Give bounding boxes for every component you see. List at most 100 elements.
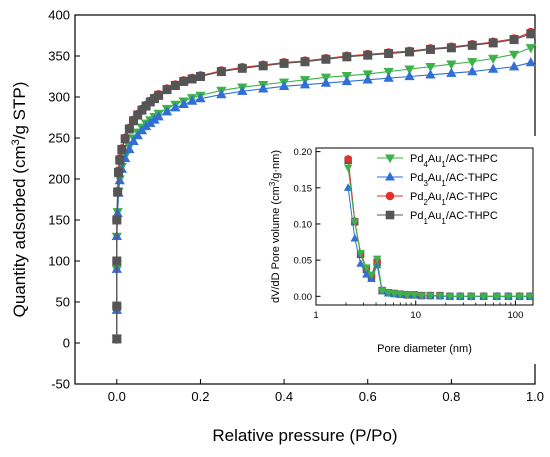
inset-data-point-pd4au1 [417, 292, 427, 301]
inset-y-tick-label: 0.15 [294, 183, 313, 194]
data-point-pd1au1 [300, 57, 310, 67]
legend-label-part: Au [428, 172, 441, 184]
series-pd1au1 [112, 29, 536, 344]
data-point-pd3au1 [488, 63, 499, 73]
inset-series-pd4au1 [343, 164, 533, 301]
data-point-pd1au1 [179, 76, 189, 86]
y-tick-label: 100 [48, 254, 70, 269]
legend-label-pd1au1: Pd1Au1/AC-THPC [410, 210, 498, 226]
x-tick-label: 0.0 [108, 389, 126, 404]
data-point-pd3au1 [132, 130, 143, 140]
legend-label-part: Pd [410, 210, 423, 222]
inset-data-point-pd4au1 [367, 271, 376, 280]
legend-label-part: 1 [441, 217, 446, 226]
data-point-pd4au1 [525, 44, 536, 54]
legend-label-part: Pd [410, 172, 423, 184]
data-point-pd1au1 [120, 134, 130, 144]
data-point-pd4au1 [383, 67, 394, 78]
x-tick-label: 0.8 [442, 389, 460, 404]
data-point-pd1au1 [509, 35, 519, 45]
inset-x-tick-label: 10 [410, 310, 421, 321]
y-axis-title-part: /g STP) [10, 82, 29, 140]
legend-label-part: 1 [423, 217, 428, 226]
inset-x-tick-label: 1 [313, 310, 318, 321]
data-point-pd3au1 [258, 83, 269, 93]
inset-data-point-pd4au1 [515, 293, 524, 301]
inset-plot: 1 10 100 0.00 0.05 0.10 0.15 0.20 Pore diameter … [228, 136, 540, 364]
data-point-pd1au1 [112, 334, 122, 344]
data-point-pd3au1 [216, 89, 227, 99]
legend-label-part: /AC-THPC [446, 191, 498, 203]
data-point-pd4au1 [508, 50, 520, 60]
inset-data-point-pd4au1 [456, 293, 465, 301]
data-point-pd1au1 [187, 74, 197, 84]
data-point-pd1au1 [321, 54, 331, 64]
inset-data-point-pd4au1 [343, 164, 353, 173]
legend-label-pd4au1: Pd4Au1/AC-THPC [410, 153, 498, 169]
inset-data-point-pd4au1 [525, 293, 533, 301]
y-axis-title: Quantity adsorbed (cm3/g STP) [10, 82, 29, 318]
data-point-pd1au1 [216, 67, 226, 77]
data-point-pd1au1 [112, 256, 122, 266]
inset-data-point-pd4au1 [377, 287, 387, 296]
inset-y-axis-title-part: /g·nm) [270, 150, 282, 182]
legend-entry-pd2au1: Pd2Au1/AC-THPC [377, 191, 498, 207]
data-point-pd3au1 [404, 71, 415, 81]
inset-data-point-pd4au1 [383, 289, 393, 298]
data-point-pd3au1 [237, 85, 248, 95]
legend-label-part: 1 [441, 160, 446, 169]
legend-label-part: Pd [410, 153, 423, 165]
data-point-pd3au1 [383, 72, 394, 82]
y-tick-label: 250 [48, 131, 70, 146]
data-point-pd4au1 [467, 58, 478, 68]
legend-label-part: 3 [423, 179, 428, 188]
data-point-pd3au1 [425, 69, 436, 79]
main-plot: 0.0 0.2 0.4 0.6 0.8 1.0 -50 0 50 100 150 200 250 300 3… [10, 8, 544, 446]
inset-y-tick-label: 0.05 [294, 256, 313, 267]
x-axis-title: Relative pressure (P/Po) [212, 426, 397, 445]
inset-data-point-pd4au1 [410, 291, 419, 300]
data-point-pd3au1 [195, 93, 206, 103]
inset-y-tick-label: 0.00 [294, 292, 313, 303]
legend-entry-pd1au1: Pd1Au1/AC-THPC [377, 210, 498, 226]
y-tick-label: 350 [48, 49, 70, 64]
inset-data-point-pd3au1 [362, 270, 371, 278]
inset-data-point-pd4au1 [466, 293, 476, 301]
x-tick-label: 0.6 [359, 389, 377, 404]
x-tick-label: 0.4 [275, 389, 293, 404]
data-point-pd3au1 [341, 75, 352, 86]
y-axis-title-part: 3 [10, 139, 22, 145]
legend-entry-pd3au1: Pd3Au1/AC-THPC [377, 171, 498, 188]
inset-data-point-pd4au1 [396, 291, 405, 299]
legend-label-part: Au [428, 191, 441, 203]
data-point-pd3au1 [467, 66, 478, 76]
data-point-pd3au1 [170, 102, 181, 112]
legend-label-part: 2 [423, 198, 428, 207]
y-axis-title-part: Quantity adsorbed (cm [10, 145, 29, 317]
inset-y-axis-title: dV/dD Pore volume (cm3/g·nm) [268, 150, 283, 303]
data-point-pd3au1 [124, 144, 135, 154]
data-point-pd1au1 [342, 52, 352, 62]
y-tick-label: -50 [51, 377, 70, 392]
inset-data-point-pd3au1 [343, 183, 353, 191]
data-point-pd3au1 [320, 77, 332, 87]
data-point-pd1au1 [113, 187, 123, 197]
data-point-pd1au1 [162, 85, 172, 95]
legend-marker-pd3au1 [385, 171, 395, 181]
legend-entry-pd4au1: Pd4Au1/AC-THPC [377, 153, 498, 169]
inset-data-point-pd4au1 [390, 290, 399, 298]
data-point-pd1au1 [115, 155, 125, 165]
data-point-pd3au1 [362, 74, 373, 84]
inset-data-point-pd4au1 [350, 218, 360, 227]
data-point-pd1au1 [425, 44, 435, 54]
x-tick-label: 0.2 [191, 389, 209, 404]
inset-y-axis-title-part: 3 [268, 181, 277, 186]
legend-label-part: /AC-THPC [446, 210, 498, 222]
data-point-pd3au1 [299, 79, 311, 89]
data-point-pd1au1 [124, 124, 134, 134]
data-point-pd3au1 [446, 67, 457, 77]
y-tick-label: 0 [63, 336, 70, 351]
data-point-pd1au1 [195, 72, 205, 82]
inset-data-point-pd4au1 [356, 249, 365, 258]
